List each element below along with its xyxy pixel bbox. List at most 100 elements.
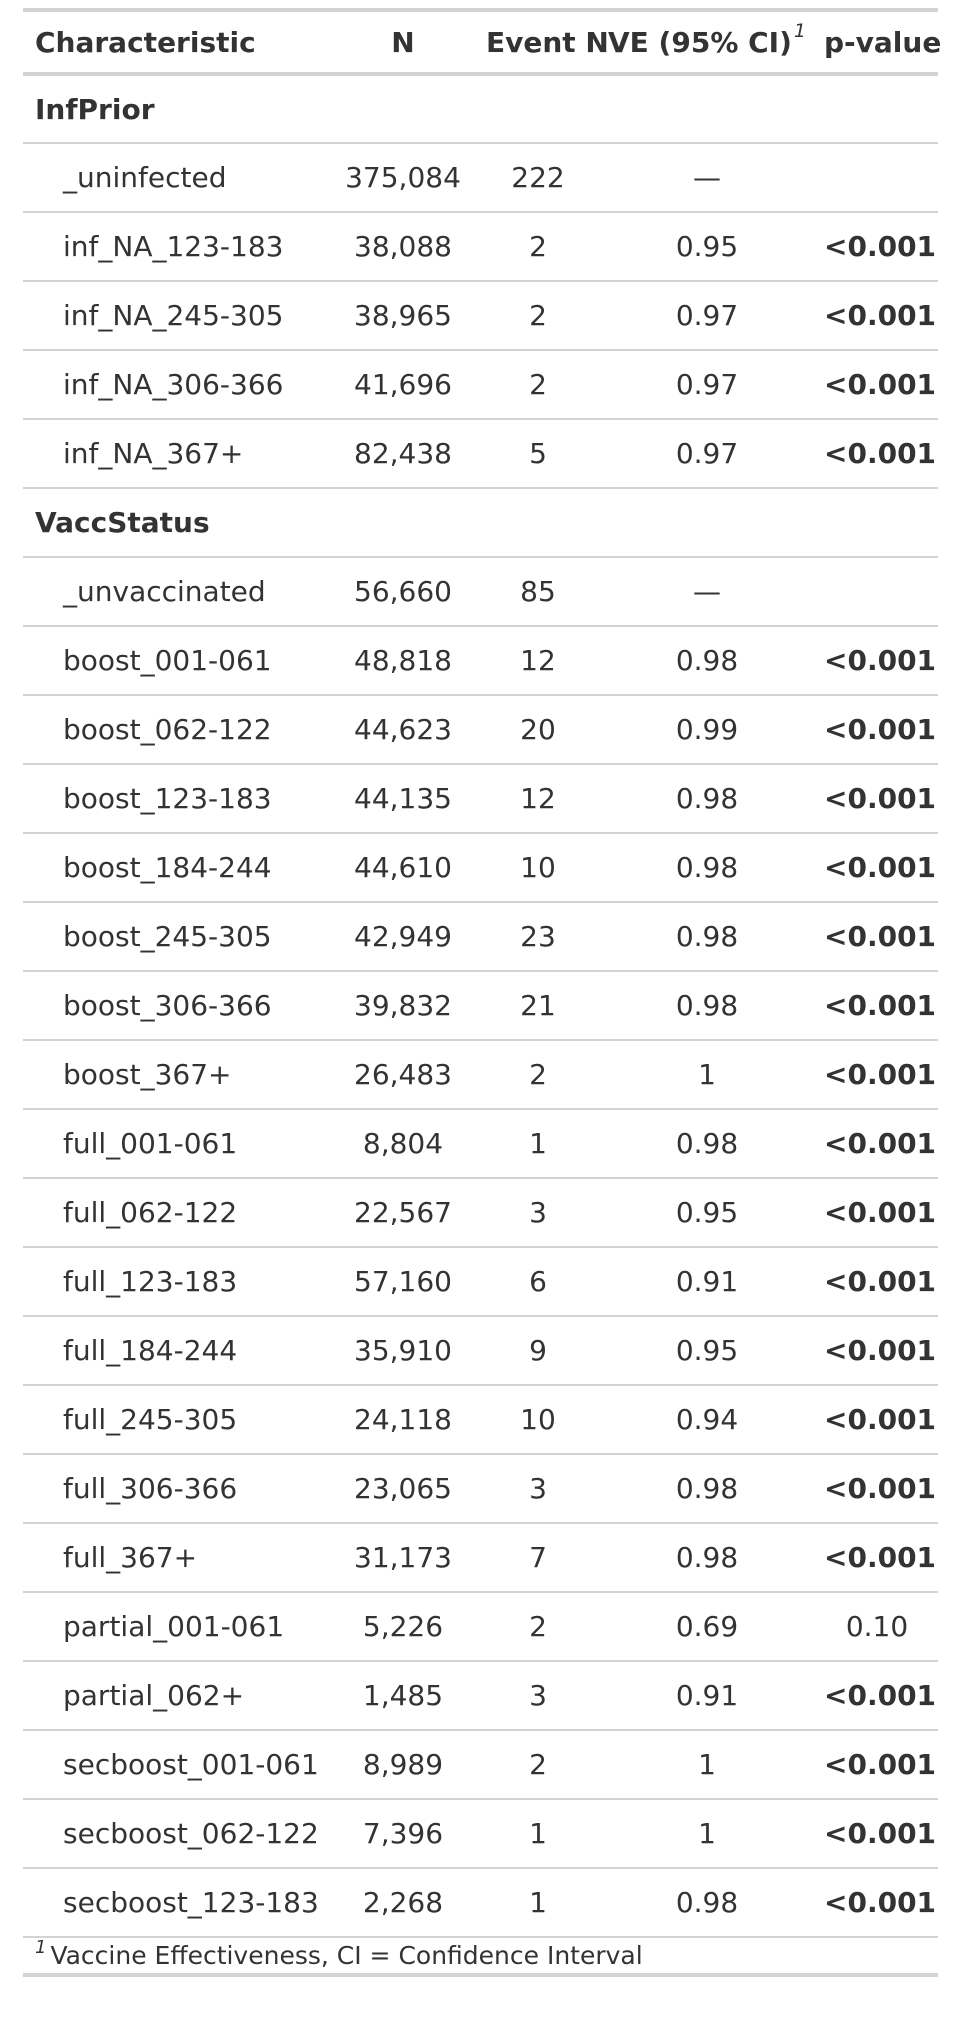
cell-event-n: 12	[520, 782, 556, 815]
cell-event-n: 1	[529, 1817, 547, 1850]
cell-p-value: <0.001	[824, 920, 937, 953]
cell-n: 24,118	[354, 1403, 452, 1436]
table-row: secboost_062-122 7,396 1 1 <0.001	[23, 1799, 938, 1868]
header-ve-text: VE (95% CI)	[608, 25, 792, 59]
cell-p-value: <0.001	[824, 989, 937, 1022]
cell-p-value: <0.001	[824, 368, 937, 401]
table-row: inf_NA_245-305 38,965 2 0.97 <0.001	[23, 281, 938, 350]
cell-n: 31,173	[354, 1541, 452, 1574]
cell-n: 38,088	[354, 230, 452, 263]
cell-characteristic: partial_001-061	[63, 1610, 285, 1643]
cell-p-value: <0.001	[824, 782, 937, 815]
table-row: secboost_123-183 2,268 1 0.98 <0.001	[23, 1868, 938, 1937]
cell-n: 44,610	[354, 851, 452, 884]
table-row: boost_306-366 39,832 21 0.98 <0.001	[23, 971, 938, 1040]
table-row: inf_NA_306-366 41,696 2 0.97 <0.001	[23, 350, 938, 419]
cell-characteristic: boost_123-183	[63, 782, 272, 815]
cell-characteristic: full_184-244	[63, 1334, 238, 1367]
cell-p-value: <0.001	[824, 1334, 937, 1367]
cell-ve: 0.99	[675, 713, 739, 746]
cell-characteristic: _uninfected	[63, 161, 227, 194]
cell-p-value: <0.001	[824, 1817, 937, 1850]
cell-event-n: 20	[520, 713, 556, 746]
cell-n: 41,696	[354, 368, 452, 401]
cell-characteristic: full_367+	[63, 1541, 198, 1574]
cell-p-value: <0.001	[824, 851, 937, 884]
cell-n: 22,567	[354, 1196, 452, 1229]
cell-ve: 0.98	[675, 920, 739, 953]
cell-n: 1,485	[362, 1679, 444, 1712]
cell-characteristic: boost_367+	[63, 1058, 232, 1091]
table-row: boost_123-183 44,135 12 0.98 <0.001	[23, 764, 938, 833]
cell-event-n: 12	[520, 644, 556, 677]
cell-ve: 0.91	[675, 1265, 739, 1298]
header-ve-footnote-marker: 1	[793, 19, 806, 42]
cell-characteristic: boost_062-122	[63, 713, 272, 746]
cell-event-n: 23	[520, 920, 556, 953]
cell-p-value: <0.001	[824, 437, 937, 470]
table-footer: 1 Vaccine Effectiveness, CI = Confidence …	[23, 1937, 938, 1975]
cell-n: 38,965	[354, 299, 452, 332]
table-row: full_184-244 35,910 9 0.95 <0.001	[23, 1316, 938, 1385]
cell-ve: —	[693, 161, 721, 194]
cell-event-n: 9	[529, 1334, 547, 1367]
cell-characteristic: inf_NA_367+	[63, 437, 244, 470]
table-body: InfPrior _uninfected 375,084 222— inf_NA_123…	[23, 74, 938, 1937]
cell-n: 7,396	[362, 1817, 444, 1850]
cell-ve: 0.95	[675, 230, 739, 263]
cell-event-n: 3	[529, 1196, 547, 1229]
cell-n: 48,818	[354, 644, 452, 677]
cell-ve: 0.98	[675, 989, 739, 1022]
cell-p-value: <0.001	[824, 1748, 937, 1781]
header-ve: VE (95% CI) 1	[598, 10, 816, 74]
cell-p-value: <0.001	[824, 1127, 937, 1160]
cell-event-n: 3	[529, 1679, 547, 1712]
cell-ve: 1	[698, 1817, 716, 1850]
cell-event-n: 21	[520, 989, 556, 1022]
cell-p-value: <0.001	[824, 1058, 937, 1091]
cell-characteristic: partial_062+	[63, 1679, 245, 1712]
cell-characteristic: full_306-366	[63, 1472, 238, 1505]
cell-event-n: 7	[529, 1541, 547, 1574]
cell-n: 26,483	[354, 1058, 452, 1091]
cell-event-n: 5	[529, 437, 547, 470]
table-row: full_001-061 8,804 1 0.98 <0.001	[23, 1109, 938, 1178]
cell-ve: 1	[698, 1748, 716, 1781]
cell-event-n: 2	[529, 230, 547, 263]
cell-ve: 0.98	[675, 782, 739, 815]
cell-n: 39,832	[354, 989, 452, 1022]
cell-characteristic: _unvaccinated	[63, 575, 266, 608]
cell-p-value: <0.001	[824, 1472, 937, 1505]
cell-ve: 0.98	[675, 1886, 739, 1919]
cell-n: 42,949	[354, 920, 452, 953]
cell-event-n: 2	[529, 368, 547, 401]
cell-event-n: 1	[529, 1886, 547, 1919]
table-row: boost_245-305 42,949 23 0.98 <0.001	[23, 902, 938, 971]
cell-event-n: 2	[529, 1058, 547, 1091]
footnote: 1 Vaccine Effectiveness, CI = Confidence …	[23, 1937, 938, 1975]
cell-characteristic: inf_NA_245-305	[63, 299, 284, 332]
cell-n: 375,084	[345, 161, 461, 194]
group-label: InfPrior	[35, 92, 155, 126]
cell-n: 44,135	[354, 782, 452, 815]
table-row: secboost_001-061 8,989 2 1 <0.001	[23, 1730, 938, 1799]
cell-characteristic: full_001-061	[63, 1127, 238, 1160]
cell-characteristic: boost_001-061	[63, 644, 272, 677]
cell-event-n: 2	[529, 1748, 547, 1781]
cell-ve: 0.98	[675, 1127, 739, 1160]
cell-ve: 0.91	[675, 1679, 739, 1712]
cell-ve: —	[693, 575, 721, 608]
cell-characteristic: inf_NA_306-366	[63, 368, 284, 401]
cell-event-n: 3	[529, 1472, 547, 1505]
footnote-text: Vaccine Effectiveness, CI = Confidence I…	[50, 1941, 643, 1970]
cell-ve: 0.97	[675, 368, 739, 401]
table-row: boost_184-244 44,610 10 0.98 <0.001	[23, 833, 938, 902]
cell-p-value: <0.001	[824, 644, 937, 677]
cell-n: 8,989	[362, 1748, 444, 1781]
header-characteristic: Characteristic	[23, 10, 328, 74]
table-row: full_245-305 24,118 10 0.94 <0.001	[23, 1385, 938, 1454]
cell-event-n: 10	[520, 1403, 556, 1436]
group-row: VaccStatus	[23, 488, 938, 557]
cell-p-value: <0.001	[824, 299, 937, 332]
group-label: VaccStatus	[35, 506, 210, 539]
